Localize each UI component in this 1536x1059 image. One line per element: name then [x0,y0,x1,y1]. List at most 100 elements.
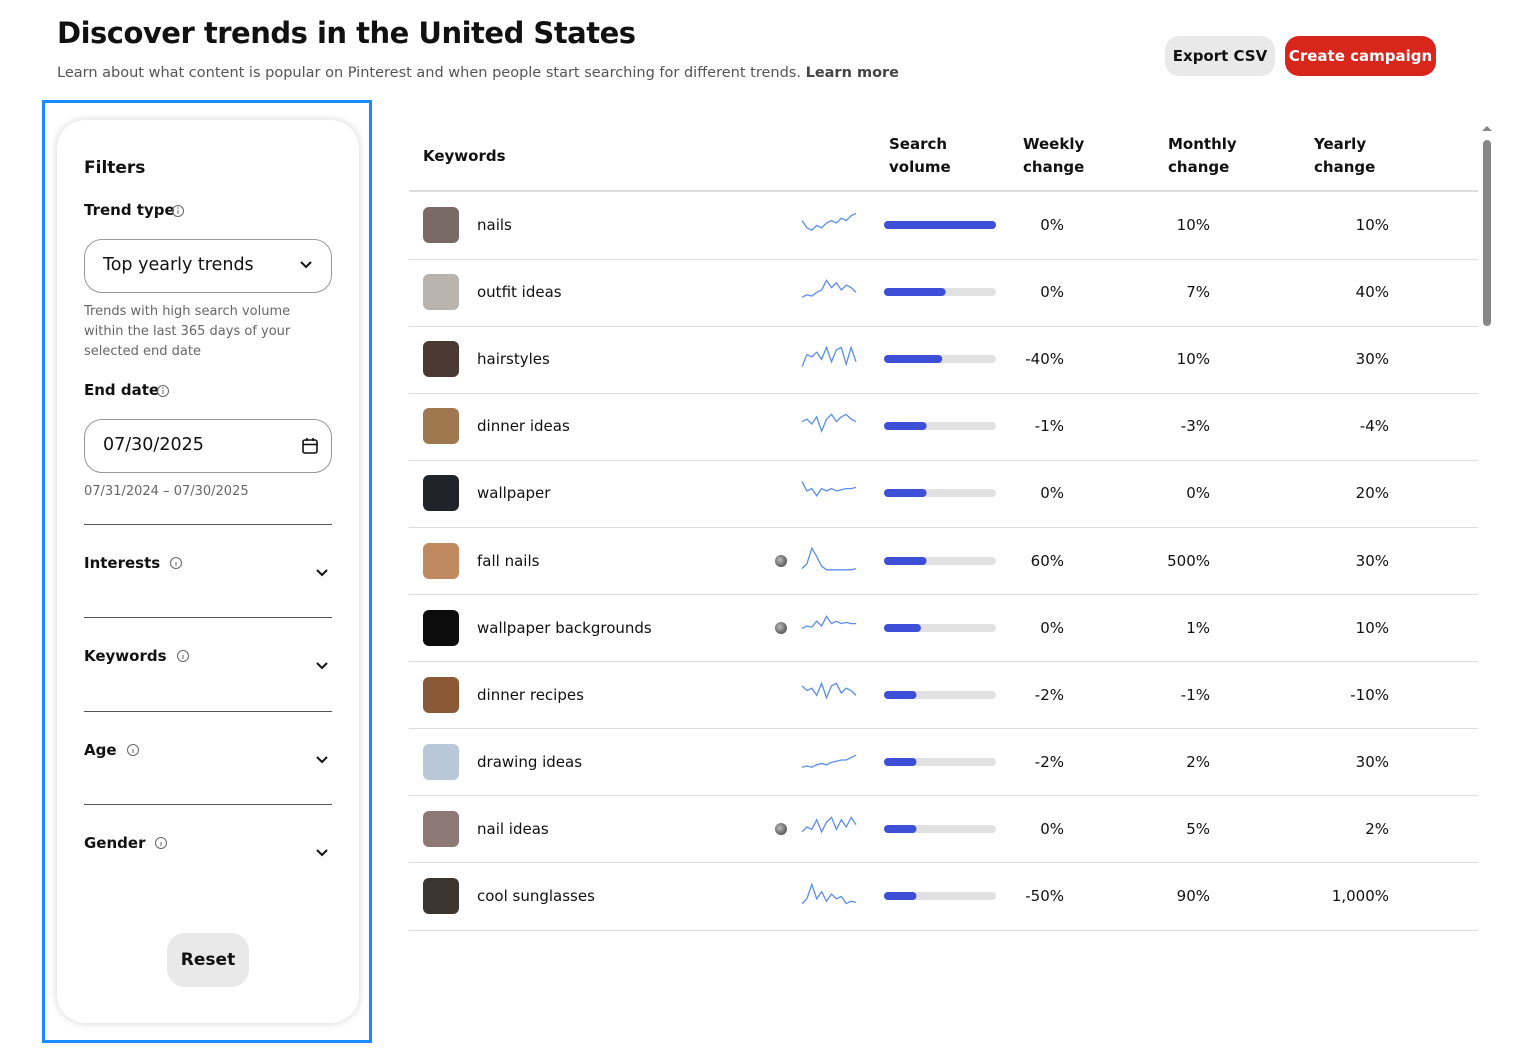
sparkline-path [801,546,857,570]
trend-badge [775,822,787,835]
keyword[interactable]: outfit ideas [477,283,562,302]
end-date-label: End date [84,381,160,399]
trend-type-select[interactable]: Top yearly trends [84,239,332,293]
yearly-change: 10% [1355,618,1389,637]
divider [84,803,332,805]
volume-fill [884,824,917,833]
filter-section-label[interactable]: Keywords [84,647,167,666]
row-rule [409,728,1478,730]
chevron [300,261,312,269]
keyword[interactable]: cool sunglasses [477,887,595,905]
trend-badge [775,621,787,634]
column-header: Weekly change [1023,135,1085,176]
volume-bar [884,422,996,431]
thumbnail[interactable] [423,542,459,579]
divider [84,524,332,525]
thumbnail[interactable] [423,609,459,646]
weekly-change: 0% [1040,819,1064,838]
calendar-icon[interactable] [301,437,319,455]
create-campaign-button[interactable]: Create campaign [1285,36,1436,76]
keyword[interactable]: nails [477,216,512,234]
trend-badge [775,554,787,567]
info-icon[interactable] [126,743,140,757]
sparkline-path [801,614,856,629]
yearly-change: -10% [1350,685,1389,704]
chevron[interactable] [315,661,329,671]
yearly-change: 30% [1355,350,1389,369]
monthly-change: 5% [1186,819,1210,838]
keyword[interactable]: dinner ideas [477,417,570,436]
info-icon[interactable] [154,836,168,850]
trend-type-label: Trend type [84,201,175,219]
info-icon[interactable] [156,384,170,398]
end-date-input[interactable]: 07/30/2025 [84,419,332,473]
sparkline-path [801,279,857,298]
thumbnail[interactable] [423,878,459,914]
yearly-change: 20% [1355,484,1389,503]
filter-section-label[interactable]: Gender [84,833,146,852]
volume-fill [884,422,927,431]
filter-section-label[interactable]: Interests [84,554,161,572]
yearly-change: 10% [1355,216,1389,234]
volume-bar [884,824,996,833]
filters-card [57,120,359,1023]
keyword[interactable]: wallpaper [477,484,551,503]
reset-button[interactable]: Reset [167,933,249,987]
weekly-change: 0% [1040,484,1064,503]
chevron-path [316,662,328,670]
keyword[interactable]: nail ideas [477,819,549,838]
scroll-up[interactable] [1481,124,1493,132]
icon-ring [155,836,168,849]
keyword[interactable]: wallpaper backgrounds [477,618,652,637]
monthly-change: 10% [1176,216,1210,234]
row-rule [409,862,1478,864]
thumbnail[interactable] [423,475,459,512]
thumbnail[interactable] [423,810,459,847]
keyword[interactable]: drawing ideas [477,752,583,771]
thumbnail[interactable] [423,274,459,311]
monthly-change: -1% [1180,685,1210,704]
volume-bar [884,288,996,297]
volume-fill [884,355,943,364]
scrollbar-thumb[interactable] [1483,140,1491,326]
keyword[interactable]: dinner recipes [477,685,584,704]
volume-fill [884,221,996,229]
volume-fill [884,288,946,297]
sparkline-path [801,345,857,368]
sparkline [801,481,857,498]
learn-more-link[interactable]: Learn more [805,65,900,81]
volume-bar [884,489,996,498]
export-csv-button[interactable]: Export CSV [1165,36,1275,76]
thumbnail[interactable] [423,207,459,243]
weekly-change: 0% [1040,618,1064,637]
column-header: Keywords [423,147,506,165]
thumbnail[interactable] [423,676,459,713]
volume-fill [884,690,917,699]
keyword[interactable]: fall nails [477,551,540,570]
chevron[interactable] [315,755,329,765]
row-rule [409,594,1478,595]
volume-fill [884,623,921,632]
row-rule [409,526,1478,528]
thumbnail[interactable] [423,341,459,378]
yearly-change: 40% [1355,283,1389,302]
keyword[interactable]: hairstyles [477,350,550,369]
info-icon[interactable] [176,649,190,663]
thumbnail[interactable] [423,743,459,780]
yearly-change: -4% [1359,417,1389,436]
info-icon[interactable] [169,556,183,570]
info-icon[interactable] [171,204,185,218]
chevron[interactable] [315,848,329,858]
subtitle: Learn about what content is popular on P… [57,65,801,81]
column-header: Monthly change [1168,135,1237,176]
monthly-change: 0% [1186,484,1210,503]
yearly-change: 1,000% [1331,887,1389,905]
thumbnail[interactable] [423,408,459,445]
chevron-path [316,569,328,577]
chevron[interactable] [315,568,329,578]
filter-section-label[interactable]: Age [84,740,117,759]
volume-bar [884,690,996,699]
yearly-change: 30% [1355,752,1389,771]
